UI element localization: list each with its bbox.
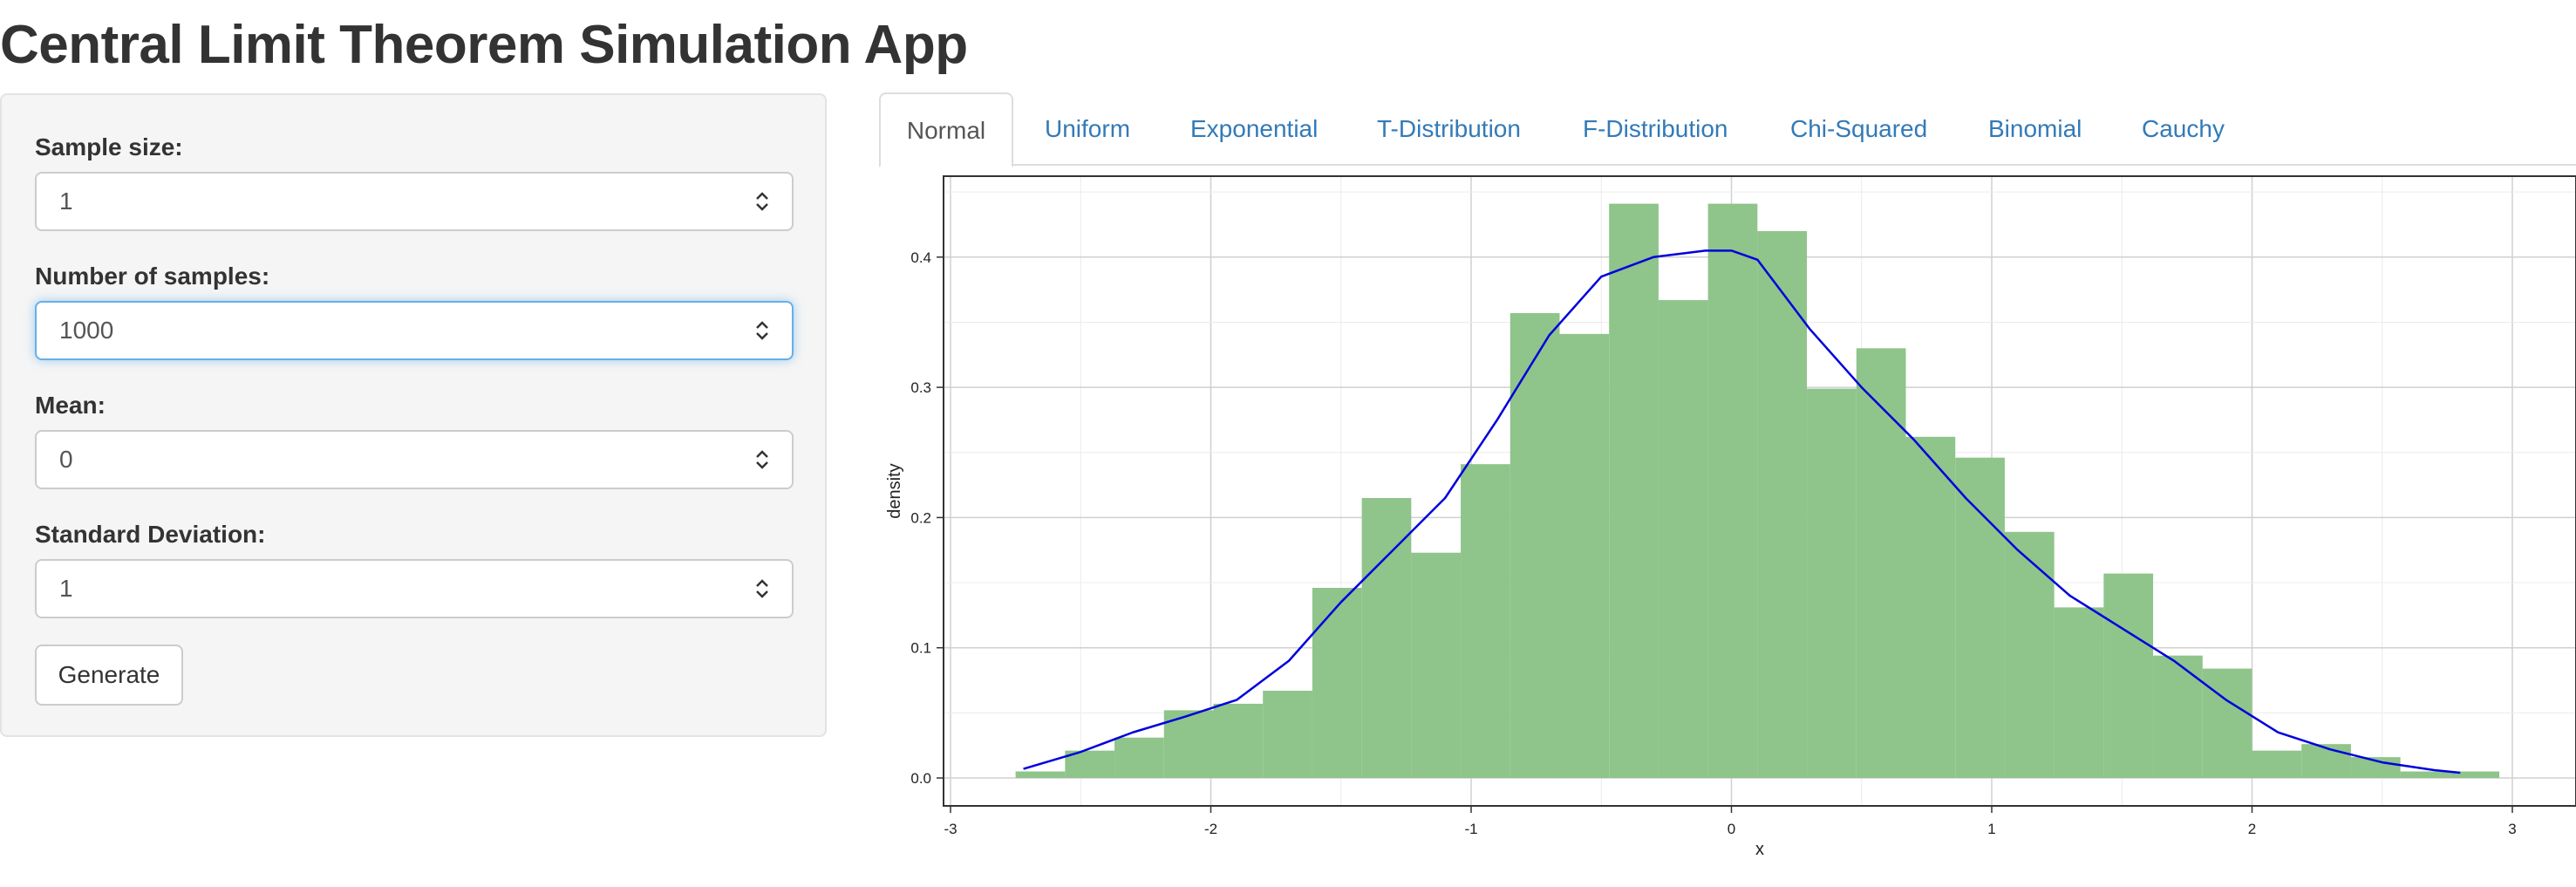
histogram-bar	[2252, 750, 2302, 778]
sample-size-value: 1	[59, 188, 73, 215]
y-axis-label: density	[885, 463, 904, 518]
spinner-icon[interactable]	[753, 189, 771, 214]
histogram-bar	[2450, 771, 2500, 778]
x-axis-label: x	[1755, 840, 1764, 859]
number-of-samples-value: 1000	[59, 317, 114, 344]
histogram-bar	[1015, 771, 1066, 778]
tab-t-distribution[interactable]: T-Distribution	[1377, 115, 1521, 142]
y-tick-label: 0.4	[910, 249, 931, 266]
spinner-icon[interactable]	[753, 577, 771, 601]
histogram-bar	[1312, 588, 1362, 778]
histogram-bar	[1263, 690, 1312, 778]
histogram-bar	[1361, 498, 1412, 778]
generate-button[interactable]: Generate	[35, 645, 183, 706]
tab-uniform[interactable]: Uniform	[1045, 115, 1131, 142]
histogram-bar	[1213, 703, 1264, 778]
histogram-bar	[1807, 388, 1857, 778]
x-tick-label: 3	[2508, 821, 2516, 837]
y-tick-label: 0.0	[910, 770, 931, 787]
histogram-bar	[1856, 348, 1906, 778]
histogram-plot: -3 -2 -1 0 1 2 3 0.0 0.1 0.2 0.3 0.4 x density	[879, 166, 2576, 883]
x-tick-label: 2	[2248, 821, 2256, 837]
histogram-bar	[1707, 203, 1758, 778]
x-tick-label: -2	[1204, 821, 1217, 837]
y-tick-label: 0.2	[910, 509, 931, 526]
x-tick-label: -1	[1464, 821, 1477, 837]
standard-deviation-label: Standard Deviation:	[35, 521, 266, 548]
histogram-bar	[2153, 655, 2203, 778]
histogram-bar	[1114, 737, 1164, 778]
tab-chi-squared[interactable]: Chi-Squared	[1790, 115, 1928, 142]
histogram-bar	[2004, 531, 2055, 778]
histogram-bar	[1461, 464, 1510, 778]
x-tick-label: 0	[1728, 821, 1735, 837]
tab-binomial[interactable]: Binomial	[1988, 115, 2082, 142]
histogram-bar	[2202, 668, 2252, 778]
density-curve	[1023, 249, 2461, 774]
tab-f-distribution[interactable]: F-Distribution	[1583, 115, 1728, 142]
histogram-bar	[2301, 744, 2351, 778]
x-tick-label: -3	[944, 821, 957, 837]
sample-size-input[interactable]: 1	[35, 172, 794, 231]
histogram-bar	[2054, 607, 2104, 778]
spinner-icon[interactable]	[753, 447, 771, 472]
tab-exponential[interactable]: Exponential	[1190, 115, 1319, 142]
standard-deviation-value: 1	[59, 575, 73, 602]
mean-input[interactable]: 0	[35, 430, 794, 489]
plot-border	[943, 175, 2576, 807]
histogram-bar	[1609, 203, 1659, 778]
histogram-bar	[1559, 333, 1610, 778]
histogram-bar	[2400, 771, 2450, 778]
histogram-bar	[1955, 457, 2005, 778]
standard-deviation-input[interactable]: 1	[35, 559, 794, 618]
histogram-bar	[1411, 552, 1462, 778]
sample-size-label: Sample size:	[35, 133, 183, 160]
histogram-bar	[2103, 573, 2154, 778]
histogram-bar	[1757, 230, 1808, 778]
histogram-bar	[1509, 312, 1560, 778]
number-of-samples-input[interactable]: 1000	[35, 301, 794, 360]
app-title: Central Limit Theorem Simulation App	[0, 15, 968, 75]
tab-normal[interactable]: Normal	[879, 92, 1013, 167]
number-of-samples-label: Number of samples:	[35, 263, 270, 290]
y-tick-label: 0.3	[910, 379, 931, 396]
x-tick-label: 1	[1987, 821, 1995, 837]
histogram-bar	[1658, 300, 1708, 779]
histogram-bar	[1905, 436, 1956, 778]
spinner-icon[interactable]	[753, 318, 771, 343]
sidebar-panel: Sample size: 1 Number of samples: 1000 M…	[0, 93, 827, 737]
mean-value: 0	[59, 446, 73, 473]
y-tick-label: 0.1	[910, 640, 931, 657]
histogram-chart: -3 -2 -1 0 1 2 3 0.0 0.1 0.2 0.3 0.4 x density	[885, 175, 2576, 859]
mean-label: Mean:	[35, 392, 106, 419]
tab-cauchy[interactable]: Cauchy	[2142, 115, 2225, 142]
distribution-tabs: Normal Uniform Exponential T-Distributio…	[879, 92, 2576, 167]
